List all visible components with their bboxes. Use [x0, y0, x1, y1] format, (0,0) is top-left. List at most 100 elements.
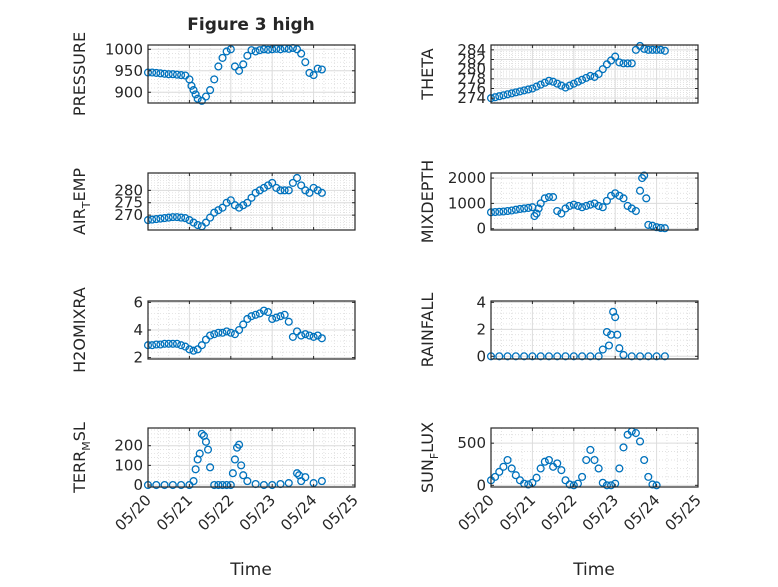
- panel-h2omixra-point: [172, 339, 182, 348]
- panel-mixdepth-point: [607, 191, 616, 200]
- panel-sun-flux-x-tick-label: 05/25: [662, 491, 705, 534]
- panel-sun-flux-y-axis-label: SUNFLUX: [418, 422, 441, 493]
- panel-sun-flux-point: [553, 459, 562, 468]
- panel-terr-msl-point: [168, 480, 177, 490]
- panel-air-temp-point: [272, 183, 281, 192]
- panel-h2omixra-point: [288, 332, 297, 341]
- panel-pressure-point: [301, 58, 310, 67]
- panel-pressure-point: [276, 45, 285, 54]
- panel-sun-flux-point: [557, 466, 566, 475]
- panel-pressure-point: [222, 47, 231, 56]
- panel-pressure-point: [247, 46, 256, 55]
- panel-terr-msl-point: [197, 429, 206, 438]
- panel-rainfall-point: [520, 352, 529, 361]
- panel-terr-msl-markers: [143, 429, 326, 490]
- panel-mixdepth-point: [598, 203, 607, 212]
- panel-pressure-point: [210, 75, 219, 84]
- panel-h2omixra-y-tick-label: 6: [133, 293, 143, 311]
- panel-sun-flux-point: [607, 481, 616, 490]
- panel-terr-msl-y-tick-label: 100: [114, 456, 143, 474]
- panel-rainfall-point: [503, 352, 512, 361]
- panel-pressure-point: [164, 70, 173, 79]
- panel-pressure-y-tick-label: 950: [114, 62, 143, 80]
- panel-theta-point: [598, 65, 607, 74]
- panel-sun-flux-point: [536, 464, 545, 473]
- panel-sun-flux-point: [524, 480, 533, 489]
- panel-air-temp-point: [313, 186, 322, 195]
- panel-mixdepth-point: [644, 220, 653, 229]
- panel-sun-flux-x-tick-label: 05/20: [455, 491, 498, 534]
- panel-air-temp-point: [259, 183, 268, 192]
- panel-sun-flux-point: [561, 476, 570, 485]
- panel-terr-msl-point: [226, 480, 235, 490]
- panel-pressure-markers: [143, 43, 326, 105]
- panel-air-temp-point: [160, 214, 169, 223]
- panel-h2omixra-point: [148, 341, 157, 350]
- panel-pressure-point: [297, 49, 306, 58]
- panel-air-temp-point: [247, 193, 256, 202]
- panel-rainfall-point: [615, 344, 624, 353]
- panel-sun-flux-point: [602, 481, 611, 490]
- panel-rainfall-point: [511, 352, 520, 361]
- panel-mixdepth-point: [532, 209, 541, 218]
- panel-air-temp-point: [268, 178, 277, 187]
- panel-mixdepth-point: [565, 201, 574, 210]
- panel-pressure-point: [187, 81, 196, 90]
- panel-air-temp-point: [218, 203, 227, 212]
- panel-mixdepth-point: [623, 201, 632, 210]
- panel-sun-flux-point: [495, 467, 504, 476]
- panel-h2omixra-point: [301, 330, 310, 339]
- panel-theta-point: [491, 93, 500, 102]
- panel-pressure-point: [201, 92, 211, 101]
- panel-h2omixra-point: [214, 328, 223, 337]
- panel-pressure-point: [214, 62, 223, 71]
- panel-theta-point: [573, 77, 582, 86]
- panel-terr-msl-point: [195, 449, 204, 458]
- panel-sun-flux-x-tick-label: 05/24: [620, 491, 663, 534]
- panel-mixdepth-point: [631, 206, 640, 216]
- panel-air-temp-point: [189, 218, 198, 227]
- panel-pressure-point: [264, 45, 273, 54]
- panel-h2omixra-point: [206, 331, 215, 340]
- panel-sun-flux-x-tick-label: 05/22: [537, 491, 580, 534]
- panel-air-temp-point: [168, 213, 177, 222]
- panel-theta-point: [569, 79, 578, 88]
- panel-terr-msl-point: [230, 455, 239, 464]
- panel-h2omixra-point: [177, 341, 186, 350]
- panel-pressure: 900 950 1000 PRESSURE: [70, 32, 356, 116]
- panel-h2omixra-point: [259, 306, 268, 315]
- panel-theta-point: [660, 46, 669, 55]
- panel-sun-flux-point: [532, 473, 541, 482]
- panel-rainfall-point: [660, 352, 669, 361]
- panel-rainfall-y-axis-label: RAINFALL: [418, 293, 437, 368]
- panel-mixdepth-point: [590, 199, 599, 208]
- panel-theta-point: [594, 69, 603, 79]
- panel-theta-point: [536, 80, 545, 89]
- panel-air-temp-point: [156, 214, 165, 223]
- panel-theta-y-tick-label: 278: [457, 70, 486, 88]
- panel-terr-msl-y-axis-label: TERRMSL: [70, 422, 93, 494]
- panel-theta-y-tick-label: 284: [457, 41, 486, 59]
- panel-terr-msl-x-tick-label: 05/23: [236, 491, 279, 534]
- panel-mixdepth-point: [553, 206, 562, 216]
- panel-h2omixra-point: [218, 328, 227, 337]
- panel-h2omixra-point: [297, 331, 306, 340]
- panel-air-temp-y-tick-label: 280: [114, 181, 143, 199]
- panel-mixdepth-point: [611, 189, 620, 198]
- panel-sun-flux-axes-box: [490, 427, 699, 488]
- panel-pressure-point: [251, 47, 260, 56]
- panel-air-temp-point: [185, 216, 194, 225]
- panel-sun-flux-point: [582, 455, 591, 465]
- panel-sun-flux-point: [540, 457, 549, 466]
- panel-mixdepth-point: [495, 207, 504, 216]
- panel-h2omixra-point: [284, 317, 293, 326]
- panel-pressure-y-tick-label: 1000: [105, 40, 143, 58]
- panel-mixdepth-point: [536, 199, 545, 208]
- panel-sun-flux-point: [640, 455, 649, 465]
- panel-theta-point: [544, 76, 554, 85]
- panel-pressure-point: [305, 68, 314, 77]
- panel-theta-point: [623, 59, 632, 68]
- panel-h2omixra-markers: [143, 306, 326, 355]
